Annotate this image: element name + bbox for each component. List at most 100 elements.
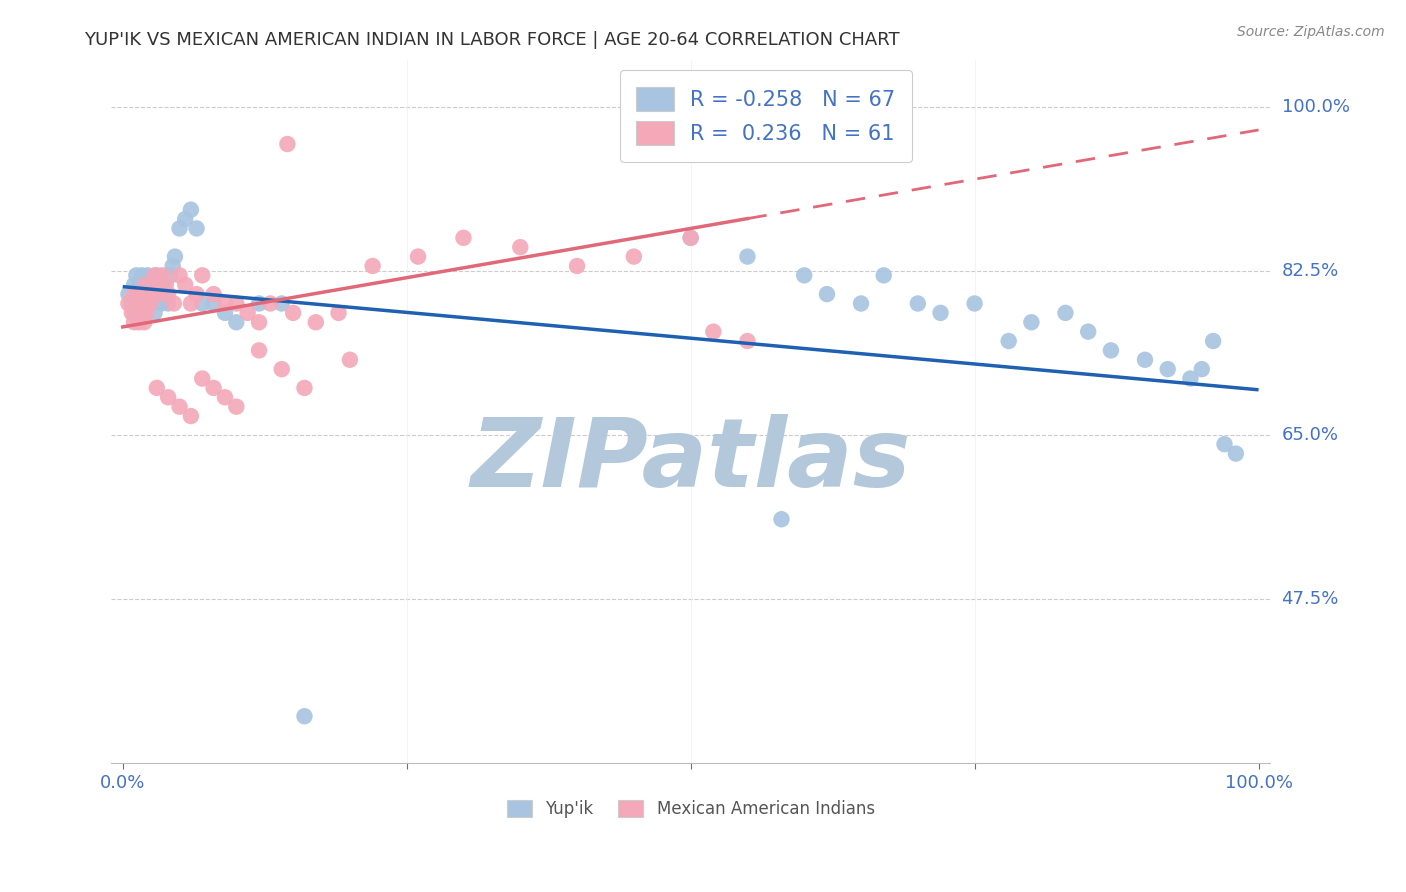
Point [202,296,225,310]
Point [141,287,163,301]
Point [276,136,298,151]
Point [1202,334,1225,348]
Point [361,259,384,273]
Point [132,306,155,320]
Text: Source: ZipAtlas.com: Source: ZipAtlas.com [1237,25,1385,39]
Point [202,287,225,301]
Point [191,268,214,283]
Point [1099,343,1122,358]
Point [186,287,208,301]
Point [143,306,166,320]
Point [1133,352,1156,367]
Point [873,268,896,283]
Point [907,296,929,310]
Point [328,306,350,320]
Point [129,296,152,310]
Point [146,381,169,395]
Point [163,250,186,264]
Point [770,512,793,526]
Point [157,390,180,404]
Point [236,306,259,320]
Text: 65.0%: 65.0% [1281,425,1339,444]
Point [1077,325,1099,339]
Point [159,268,181,283]
Point [406,250,429,264]
Point [174,277,197,292]
Point [453,231,475,245]
Point [157,287,180,301]
Point [138,277,160,292]
Point [162,259,184,273]
Point [139,287,162,301]
Point [191,296,214,310]
Point [997,334,1019,348]
Text: 100.0%: 100.0% [1281,97,1350,115]
Point [1213,437,1236,451]
Point [121,296,143,310]
Point [127,306,149,320]
Point [152,268,174,283]
Point [136,268,159,283]
Point [565,259,588,273]
Point [139,296,162,310]
Point [127,287,149,301]
Point [134,296,156,310]
Point [815,287,838,301]
Text: 82.5%: 82.5% [1281,261,1339,280]
Point [135,306,157,320]
Point [270,362,292,376]
Point [737,250,759,264]
Point [247,315,270,329]
Point [131,268,153,283]
Point [122,315,145,329]
Point [121,306,143,320]
Point [191,371,214,385]
Point [155,277,177,292]
Point [163,296,186,310]
Point [1225,446,1247,460]
Point [122,287,145,301]
Point [122,277,145,292]
Point [132,287,155,301]
Point [129,296,152,310]
Point [134,315,156,329]
Point [214,296,236,310]
Point [259,296,281,310]
Point [134,277,156,292]
Legend: Yup'ik, Mexican American Indians: Yup'ik, Mexican American Indians [501,794,882,825]
Point [155,287,177,301]
Point [702,325,724,339]
Point [125,268,148,283]
Point [134,277,156,292]
Text: 47.5%: 47.5% [1281,590,1339,608]
Point [150,296,173,310]
Point [141,277,163,292]
Point [270,296,292,310]
Point [132,287,155,301]
Point [134,287,156,301]
Text: YUP'IK VS MEXICAN AMERICAN INDIAN IN LABOR FORCE | AGE 20-64 CORRELATION CHART: YUP'IK VS MEXICAN AMERICAN INDIAN IN LAB… [84,31,900,49]
Point [142,287,165,301]
Point [135,296,157,310]
Point [214,306,236,320]
Point [128,277,150,292]
Point [131,306,153,320]
Point [1054,306,1077,320]
Point [139,296,162,310]
Point [180,409,202,423]
Point [146,268,169,283]
Point [679,231,702,245]
Point [186,221,208,235]
Point [125,296,148,310]
Point [225,296,247,310]
Point [1021,315,1043,329]
Point [134,296,156,310]
Point [225,400,247,414]
Point [148,287,170,301]
Point [1157,362,1180,376]
Point [1180,371,1202,385]
Point [146,277,169,292]
Point [294,381,316,395]
Point [117,287,139,301]
Point [152,277,174,292]
